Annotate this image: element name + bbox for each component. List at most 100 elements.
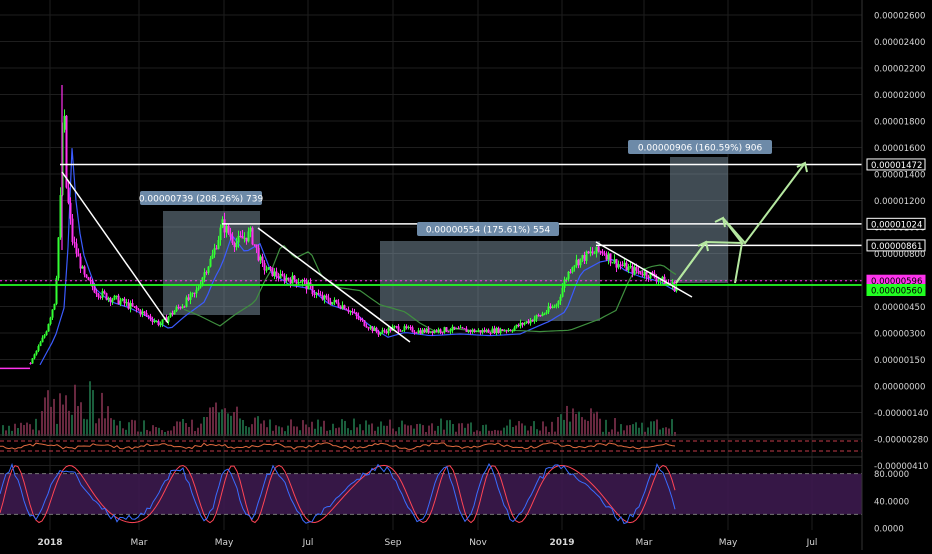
volume-bar xyxy=(263,420,265,436)
candle-body xyxy=(537,315,540,317)
candle-body xyxy=(411,327,414,332)
price-tag-box xyxy=(866,217,926,230)
price-tag-box xyxy=(866,284,926,296)
volume-bar xyxy=(212,407,214,436)
candle-body xyxy=(375,327,378,332)
volume-bar xyxy=(482,425,484,436)
volume-bar xyxy=(164,431,166,436)
candle-body xyxy=(503,330,506,332)
candle-body xyxy=(539,315,542,317)
candle-body xyxy=(541,313,544,316)
candle-body xyxy=(511,330,514,332)
volume-bar xyxy=(146,429,148,436)
candle-body xyxy=(401,330,404,332)
candle-body xyxy=(259,256,262,261)
arrow-head xyxy=(796,161,808,173)
volume-bar xyxy=(296,426,298,436)
volume-bar xyxy=(281,427,283,436)
stoch-k-line xyxy=(0,462,676,525)
candle-body xyxy=(595,246,598,254)
volume-bar xyxy=(380,421,382,436)
candle-body xyxy=(599,251,602,253)
y-tick-label: 0.00000450 xyxy=(874,303,925,313)
candle-body xyxy=(617,264,620,268)
volume-bar xyxy=(161,430,163,436)
callout-label: 0.00000906 (160.59%) 906 xyxy=(638,144,763,154)
candle-body xyxy=(263,262,266,271)
candle-body xyxy=(421,329,424,334)
candle-body xyxy=(241,236,244,239)
y-tick-label: -0.00000140 xyxy=(874,409,928,419)
volume-bar xyxy=(512,426,514,436)
candle-body xyxy=(551,306,554,309)
candle-body xyxy=(373,327,376,331)
candle-body xyxy=(633,267,636,274)
candle-body xyxy=(331,302,334,305)
candle-body xyxy=(587,251,590,254)
candle-body xyxy=(81,266,84,269)
y-tick-label: 0.00001200 xyxy=(874,197,925,207)
volume-bar xyxy=(647,427,649,436)
volume-bar xyxy=(188,426,190,436)
stoch-tick-label: 80.0000 xyxy=(874,470,909,480)
candle-body xyxy=(169,312,172,317)
rsi-pane xyxy=(0,440,862,452)
volume-bar xyxy=(341,419,343,436)
volume-bar xyxy=(134,420,136,436)
candle-body xyxy=(219,227,222,241)
candle-body xyxy=(591,251,594,254)
volume-bar xyxy=(152,425,154,436)
volume-bar xyxy=(608,431,610,436)
volume-bar xyxy=(332,423,334,436)
candle-body xyxy=(299,282,302,284)
candle-body xyxy=(573,265,576,268)
candle-body xyxy=(423,329,426,333)
volume-bar xyxy=(356,427,358,436)
volume-bar xyxy=(167,430,169,436)
volume-bar xyxy=(242,420,244,436)
candle-body xyxy=(243,237,246,239)
volume-bar xyxy=(674,431,676,436)
volume-bar xyxy=(434,430,436,436)
volume-bar xyxy=(32,429,34,436)
candle-body xyxy=(325,295,328,298)
candle-body xyxy=(581,255,584,259)
volume-bar xyxy=(335,428,337,436)
candle-body xyxy=(649,272,652,279)
volume-bar xyxy=(305,424,307,436)
candle-body xyxy=(181,306,184,309)
callout-box xyxy=(628,140,772,154)
volume-bar xyxy=(323,420,325,436)
volume-bar xyxy=(527,430,529,436)
candle-body xyxy=(427,328,430,333)
volume-bar xyxy=(143,420,145,436)
candle-body xyxy=(449,330,452,332)
candle-body xyxy=(403,326,406,331)
volume-bar xyxy=(425,431,427,436)
candle-body xyxy=(289,279,292,284)
volume-bar xyxy=(14,423,16,436)
x-tick-label: Jul xyxy=(302,538,314,548)
volume-bar xyxy=(125,429,127,436)
volume-bar xyxy=(308,427,310,436)
candle-body xyxy=(203,272,206,278)
candle-body xyxy=(147,315,150,317)
candle-body xyxy=(417,330,420,333)
candle-body xyxy=(265,269,268,271)
candle-body xyxy=(73,241,76,244)
volume-bar xyxy=(644,431,646,436)
price-tags: 0.00001472 0.00001024 0.00000861 0.00000596… xyxy=(866,158,926,297)
volume-bar xyxy=(86,419,88,436)
candle-body xyxy=(509,330,512,332)
volume-bar xyxy=(236,406,238,436)
candle-body xyxy=(619,264,622,266)
time-axis[interactable]: 2018 Mar May Jul Sep Nov 2019 Mar May Jul xyxy=(37,538,817,548)
price-tag-label: 0.00000596 xyxy=(871,277,922,287)
candle-body xyxy=(575,259,578,266)
callout-box xyxy=(140,191,262,205)
volume-bar xyxy=(431,423,433,436)
candle-body xyxy=(443,327,446,333)
candle-body xyxy=(361,319,364,321)
volume-bar xyxy=(89,381,91,436)
